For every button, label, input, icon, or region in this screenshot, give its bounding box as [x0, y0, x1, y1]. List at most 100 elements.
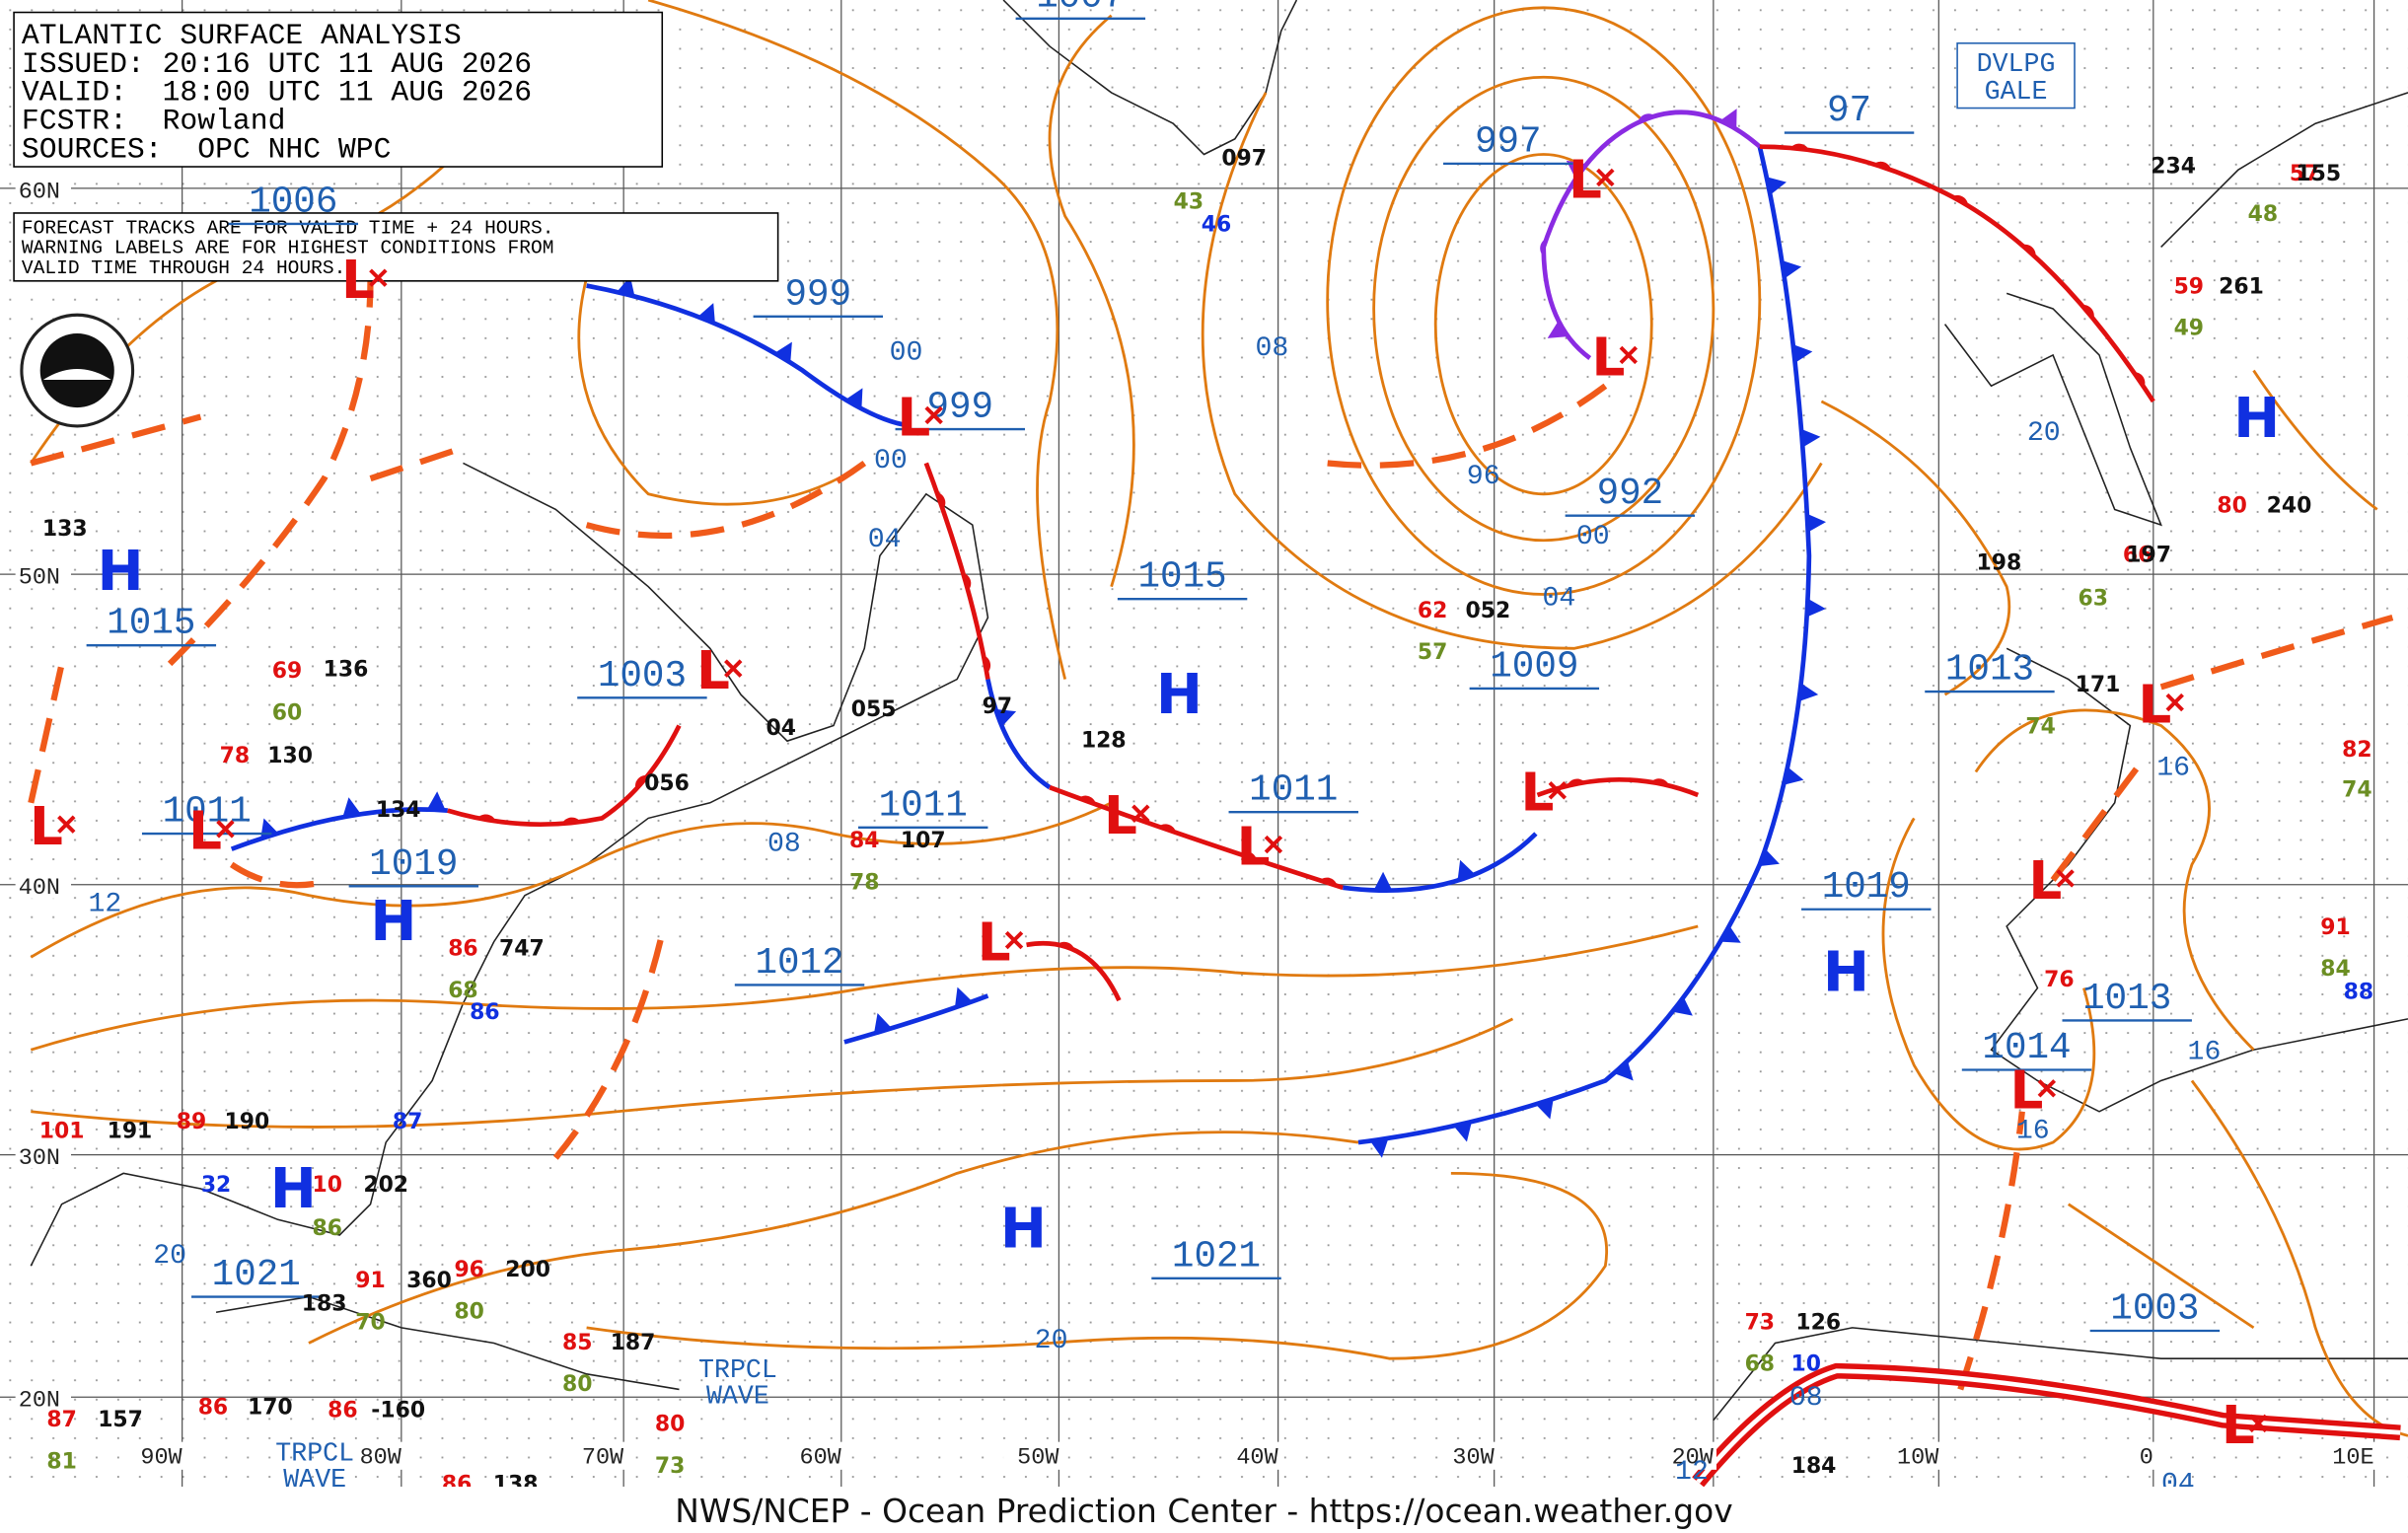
station-value: 10: [1791, 1352, 1821, 1377]
station-value: 056: [644, 771, 690, 796]
pressure-label: 1013: [2082, 979, 2171, 1020]
station-value: 46: [1202, 213, 1231, 238]
warm-front-bump: [1638, 113, 1655, 123]
cold-front-barb: [1759, 848, 1780, 867]
isobar-label: 08: [1255, 333, 1288, 364]
warning-label: DVLPG: [1977, 49, 2056, 79]
low-x: [2037, 1079, 2057, 1098]
station-value: 187: [611, 1331, 656, 1355]
lon-label: 0: [2140, 1445, 2153, 1472]
station-value: 133: [42, 517, 88, 542]
cold-front-barb: [1800, 428, 1821, 448]
low-x: [369, 268, 388, 287]
lon-label-box: [2318, 1441, 2377, 1470]
pressure-label: 1006: [249, 182, 337, 223]
lat-label-box: [15, 1383, 71, 1412]
station-value: 183: [302, 1292, 347, 1317]
warm-front-bump: [1650, 778, 1670, 786]
pressure-label: 1003: [598, 656, 687, 697]
warm-front-bump: [561, 817, 581, 824]
station-value: 43: [1174, 189, 1204, 214]
isobar-label: 20: [2027, 418, 2061, 449]
isobar-label: 16: [2156, 754, 2190, 784]
lat-label: 60N: [19, 179, 60, 205]
warm-front-bump: [1567, 778, 1585, 786]
pressure-label: 1021: [1172, 1236, 1261, 1278]
station-value: 052: [1466, 599, 1511, 623]
station-value: 85: [562, 1331, 592, 1355]
header-line: VALID: 18:00 UTC 11 AUG 2026: [22, 76, 532, 110]
low-x: [924, 405, 943, 425]
station-value: 202: [363, 1173, 408, 1198]
station-value: 157: [98, 1408, 143, 1432]
station-value: 87: [46, 1408, 76, 1432]
cold-front-barb: [1792, 344, 1813, 363]
low-center: L: [1104, 785, 1137, 846]
low-center: L: [2028, 850, 2062, 912]
isobar-label: 20: [153, 1241, 186, 1272]
lon-label: 10W: [1897, 1445, 1939, 1472]
isobar-label: 96: [1467, 462, 1500, 492]
low-center: L: [2138, 674, 2171, 735]
header-line: FCSTR: Rowland: [22, 105, 285, 138]
station-value: 200: [505, 1258, 550, 1282]
station-value: 10: [312, 1173, 341, 1198]
station-value: 747: [499, 937, 545, 962]
station-value: 97: [983, 694, 1012, 719]
warm-front-bump: [983, 655, 991, 674]
cold-front-barb: [774, 341, 792, 363]
lon-label-box: [1003, 1441, 1062, 1470]
coastlines: [30, 0, 2408, 1422]
station-value: 055: [851, 697, 897, 722]
warm-front-bump: [1790, 143, 1809, 150]
station-value: 57: [2290, 162, 2319, 186]
footer: NWS/NCEP - Ocean Prediction Center - htt…: [675, 1492, 1732, 1530]
isobar-label: 08: [767, 829, 801, 859]
isobar-label: 16: [2016, 1116, 2050, 1146]
station-value: 74: [2025, 714, 2055, 739]
warm-front-bump: [1873, 161, 1892, 171]
lat-label: 40N: [19, 875, 60, 902]
station-value: 78: [849, 870, 879, 895]
lon-label-box: [1657, 1441, 1716, 1470]
cold-front-barb: [426, 791, 446, 811]
lon-label-box: [345, 1441, 404, 1470]
high-center: H: [1000, 1197, 1047, 1261]
warm-front-bump: [2021, 244, 2036, 257]
lat-label: 50N: [19, 565, 60, 592]
low-center: L: [341, 250, 375, 311]
warm-front-bump: [1540, 238, 1547, 256]
low-x: [216, 820, 235, 839]
station-value: 81: [46, 1449, 76, 1474]
station-value: 130: [267, 744, 313, 768]
tropical-wave-label: TRPCL: [275, 1438, 354, 1468]
station-value: 86: [312, 1216, 341, 1241]
lat-label-box: [15, 870, 71, 899]
high-center: H: [1823, 941, 1869, 1005]
lat-label-box: [15, 1140, 71, 1169]
station-value: 184: [1791, 1454, 1837, 1479]
warm-front-bump: [1238, 850, 1257, 860]
station-value: 107: [901, 829, 946, 853]
lon-label-box: [1438, 1441, 1497, 1470]
isobar-label: 00: [890, 338, 923, 369]
isobar-label: 20: [1035, 1326, 1068, 1356]
low-center: L: [1592, 327, 1626, 388]
station-value: 197: [2126, 544, 2171, 568]
cold-front-barb: [1806, 598, 1826, 618]
cold-front-barb: [1798, 683, 1819, 702]
station-value: 171: [2076, 673, 2121, 697]
pressure-label: 997: [1475, 121, 1542, 163]
station-value: 191: [108, 1119, 153, 1143]
low-center: L: [1521, 763, 1555, 824]
cold-front-barb: [845, 388, 863, 409]
low-x: [1548, 781, 1568, 800]
warm-front-bump: [477, 814, 496, 822]
station-value: 32: [201, 1173, 231, 1198]
station-value: 88: [2344, 981, 2373, 1005]
station-value: 240: [2267, 494, 2312, 519]
high-center: H: [97, 540, 143, 604]
cold-front-barb: [995, 708, 1017, 727]
pressure-label: 1011: [1249, 770, 1338, 812]
